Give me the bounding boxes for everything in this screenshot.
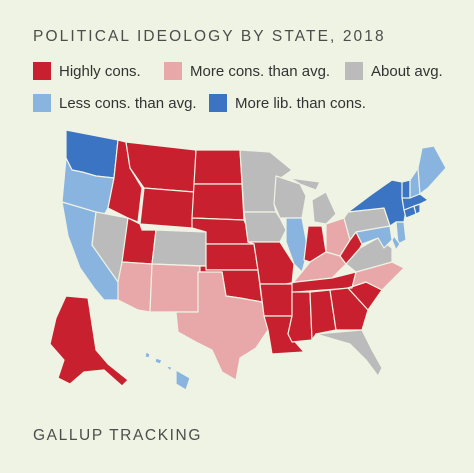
state-CO [151,229,207,267]
state-MI [289,177,337,225]
legend-item-more-lib: More lib. than cons. [209,94,366,112]
legend-label: Highly cons. [59,62,141,80]
state-WY [139,187,195,229]
state-KS [205,243,259,271]
legend-item-more-cons: More cons. than avg. [164,62,330,80]
legend-label: More cons. than avg. [190,62,331,80]
legend-label: Less cons. than avg. [59,94,197,112]
state-DE [391,235,401,251]
state-TX [175,271,269,381]
state-MS [287,291,313,343]
legend-item-about-avg: About avg. [345,62,443,80]
source-footer: GALLUP TRACKING [33,427,203,444]
state-AR [259,283,293,317]
state-FL [315,329,383,377]
legend-swatch [209,94,227,112]
state-MD [355,225,393,249]
state-AK [49,295,129,387]
state-NM [149,263,201,313]
legend-swatch [164,62,182,80]
state-VT [401,179,411,199]
legend-item-highly-cons: Highly cons. [33,62,141,80]
state-AL [309,289,337,341]
legend-label: More lib. than cons. [235,94,366,112]
legend-item-less-cons: Less cons. than avg. [33,94,197,112]
state-IA [243,211,287,243]
legend-swatch [345,62,363,80]
state-AZ [117,261,153,313]
state-ME [417,145,447,195]
state-NJ [395,221,407,245]
legend-swatch [33,62,51,80]
state-ND [193,149,243,185]
state-SD [191,183,245,221]
legend-swatch [33,94,51,112]
map-title: POLITICAL IDEOLOGY BY STATE, 2018 [33,28,386,45]
legend-label: About avg. [371,62,443,80]
state-HI [144,351,191,391]
state-GA [329,287,369,331]
